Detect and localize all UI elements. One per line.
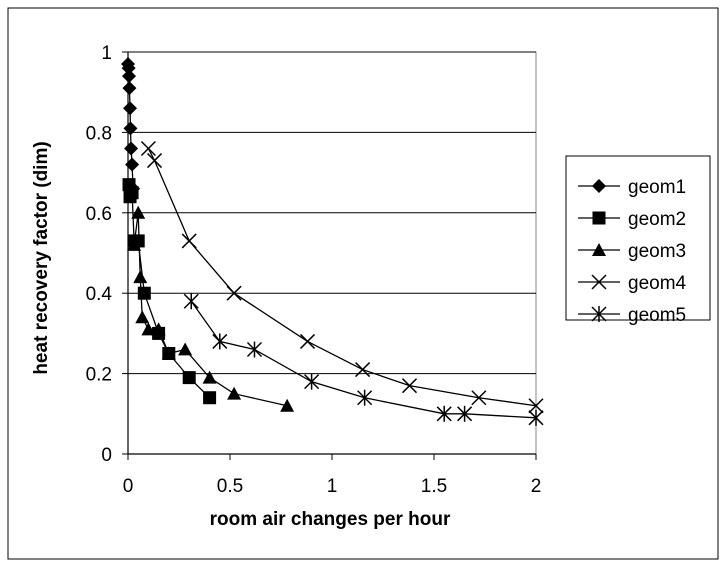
series-geom5 (183, 293, 544, 426)
data-point-diamond (592, 179, 606, 193)
data-point-diamond (124, 141, 139, 156)
data-point-x-stroke (401, 378, 418, 394)
data-point-triangle (202, 370, 217, 384)
data-point-x-stroke (181, 233, 197, 249)
data-point-x-stroke (299, 333, 316, 349)
data-point-triangle (280, 398, 295, 412)
y-tick-label: 0.8 (86, 123, 112, 144)
y-tick-label: 0.6 (86, 204, 112, 225)
data-point-star (591, 306, 607, 322)
data-point-diamond (121, 61, 136, 76)
y-axis-title: heat recovery factor (dim) (31, 141, 52, 374)
data-point-diamond (125, 157, 140, 172)
x-tick-label: 0 (123, 476, 134, 497)
legend-item: geom2 (578, 209, 686, 230)
series-line (190, 300, 537, 419)
legend-item: geom4 (578, 273, 687, 294)
data-point-x (471, 390, 487, 406)
y-tick-label: 0 (101, 445, 112, 466)
data-point-triangle (127, 237, 142, 251)
y-tick-label: 0.2 (86, 365, 112, 386)
gridlines (128, 51, 536, 375)
data-point-diamond (123, 101, 138, 116)
data-point-triangle (151, 322, 166, 336)
y-tick-label: 0.4 (86, 284, 113, 305)
data-point-square (137, 286, 151, 300)
legend-box (565, 155, 711, 321)
legend-item: geom1 (578, 177, 686, 198)
legend-label: geom3 (628, 241, 686, 262)
data-point-x-stroke (528, 398, 544, 414)
series-geom4 (140, 140, 544, 414)
axes: 0 0.2 0.4 0.6 0.8 1 0 0.5 1 1.5 2 (86, 43, 542, 497)
data-point-star (436, 405, 452, 422)
x-tick-label: 1 (327, 476, 338, 497)
data-point-star (246, 341, 263, 358)
data-point-x (401, 378, 418, 394)
data-point-x-stroke (355, 362, 371, 378)
data-point-triangle (178, 342, 193, 356)
data-point-triangle (133, 270, 148, 284)
data-point-star (183, 293, 199, 310)
data-point-square (125, 186, 139, 200)
series-geom3 (127, 205, 295, 412)
data-point-triangle (131, 205, 146, 219)
data-point-triangle (141, 322, 156, 336)
data-point-square (182, 371, 196, 385)
legend-label: geom4 (628, 273, 687, 294)
data-point-star (357, 389, 373, 406)
data-point-x (226, 285, 242, 301)
data-point-x (299, 333, 316, 349)
series-geom1 (121, 57, 141, 196)
plot-area (127, 51, 537, 455)
data-point-star (304, 373, 320, 390)
data-point-triangle (135, 310, 150, 324)
data-point-x (528, 398, 544, 414)
data-point-x-stroke (471, 390, 487, 406)
data-point-square (592, 211, 606, 225)
data-point-diamond (123, 121, 138, 136)
data-point-x-stroke (591, 274, 607, 290)
data-point-x (140, 140, 156, 157)
x-tick-label: 0.5 (217, 476, 243, 497)
data-point-x-stroke (226, 285, 242, 301)
legend-label: geom2 (628, 209, 686, 230)
data-point-x (355, 362, 371, 378)
data-point-x (591, 274, 607, 290)
legend-item: geom3 (578, 241, 686, 262)
legend-label: geom5 (628, 305, 686, 326)
series (121, 57, 544, 426)
data-point-square (203, 391, 217, 405)
data-point-diamond (122, 69, 137, 84)
data-point-x-stroke (146, 153, 163, 169)
legend-label: geom1 (628, 177, 686, 198)
data-point-x (181, 233, 197, 249)
data-point-diamond (122, 81, 137, 96)
data-point-star (212, 333, 228, 350)
data-point-star (457, 405, 473, 422)
x-tick-label: 2 (531, 476, 542, 497)
data-point-triangle (592, 243, 606, 256)
legend-item: geom5 (578, 305, 686, 326)
data-point-star (528, 409, 544, 426)
x-axis-title: room air changes per hour (210, 509, 451, 530)
data-point-triangle (227, 386, 242, 400)
data-point-x (146, 153, 163, 169)
legend: geom1 geom2 geom3 geom4 geom5 (565, 155, 711, 326)
data-point-x-stroke (140, 140, 156, 157)
y-tick-label: 1 (101, 43, 112, 64)
x-tick-label: 1.5 (421, 476, 447, 497)
data-point-triangle (161, 346, 176, 360)
